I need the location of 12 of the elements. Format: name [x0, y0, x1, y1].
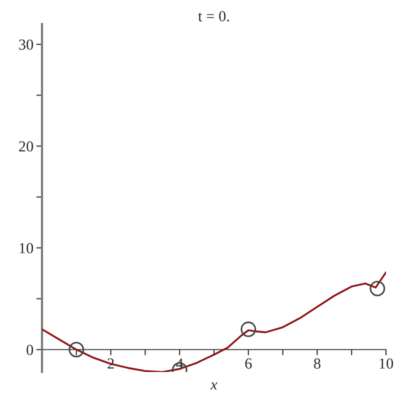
point: [240, 322, 256, 337]
y-tick-label: 20: [19, 141, 34, 152]
x-axis-title: x: [210, 382, 218, 390]
x-tick-label: 8: [314, 358, 320, 369]
y-tick-label: 0: [26, 344, 34, 356]
y-tick-label: 30: [19, 39, 34, 50]
x-tick-label: 6: [245, 358, 252, 369]
y-tick-label: 10: [20, 243, 34, 254]
chart-title: t = 0.: [198, 11, 229, 22]
point: [68, 342, 84, 358]
x-tick-label: 10: [380, 358, 394, 369]
point: [370, 280, 386, 296]
